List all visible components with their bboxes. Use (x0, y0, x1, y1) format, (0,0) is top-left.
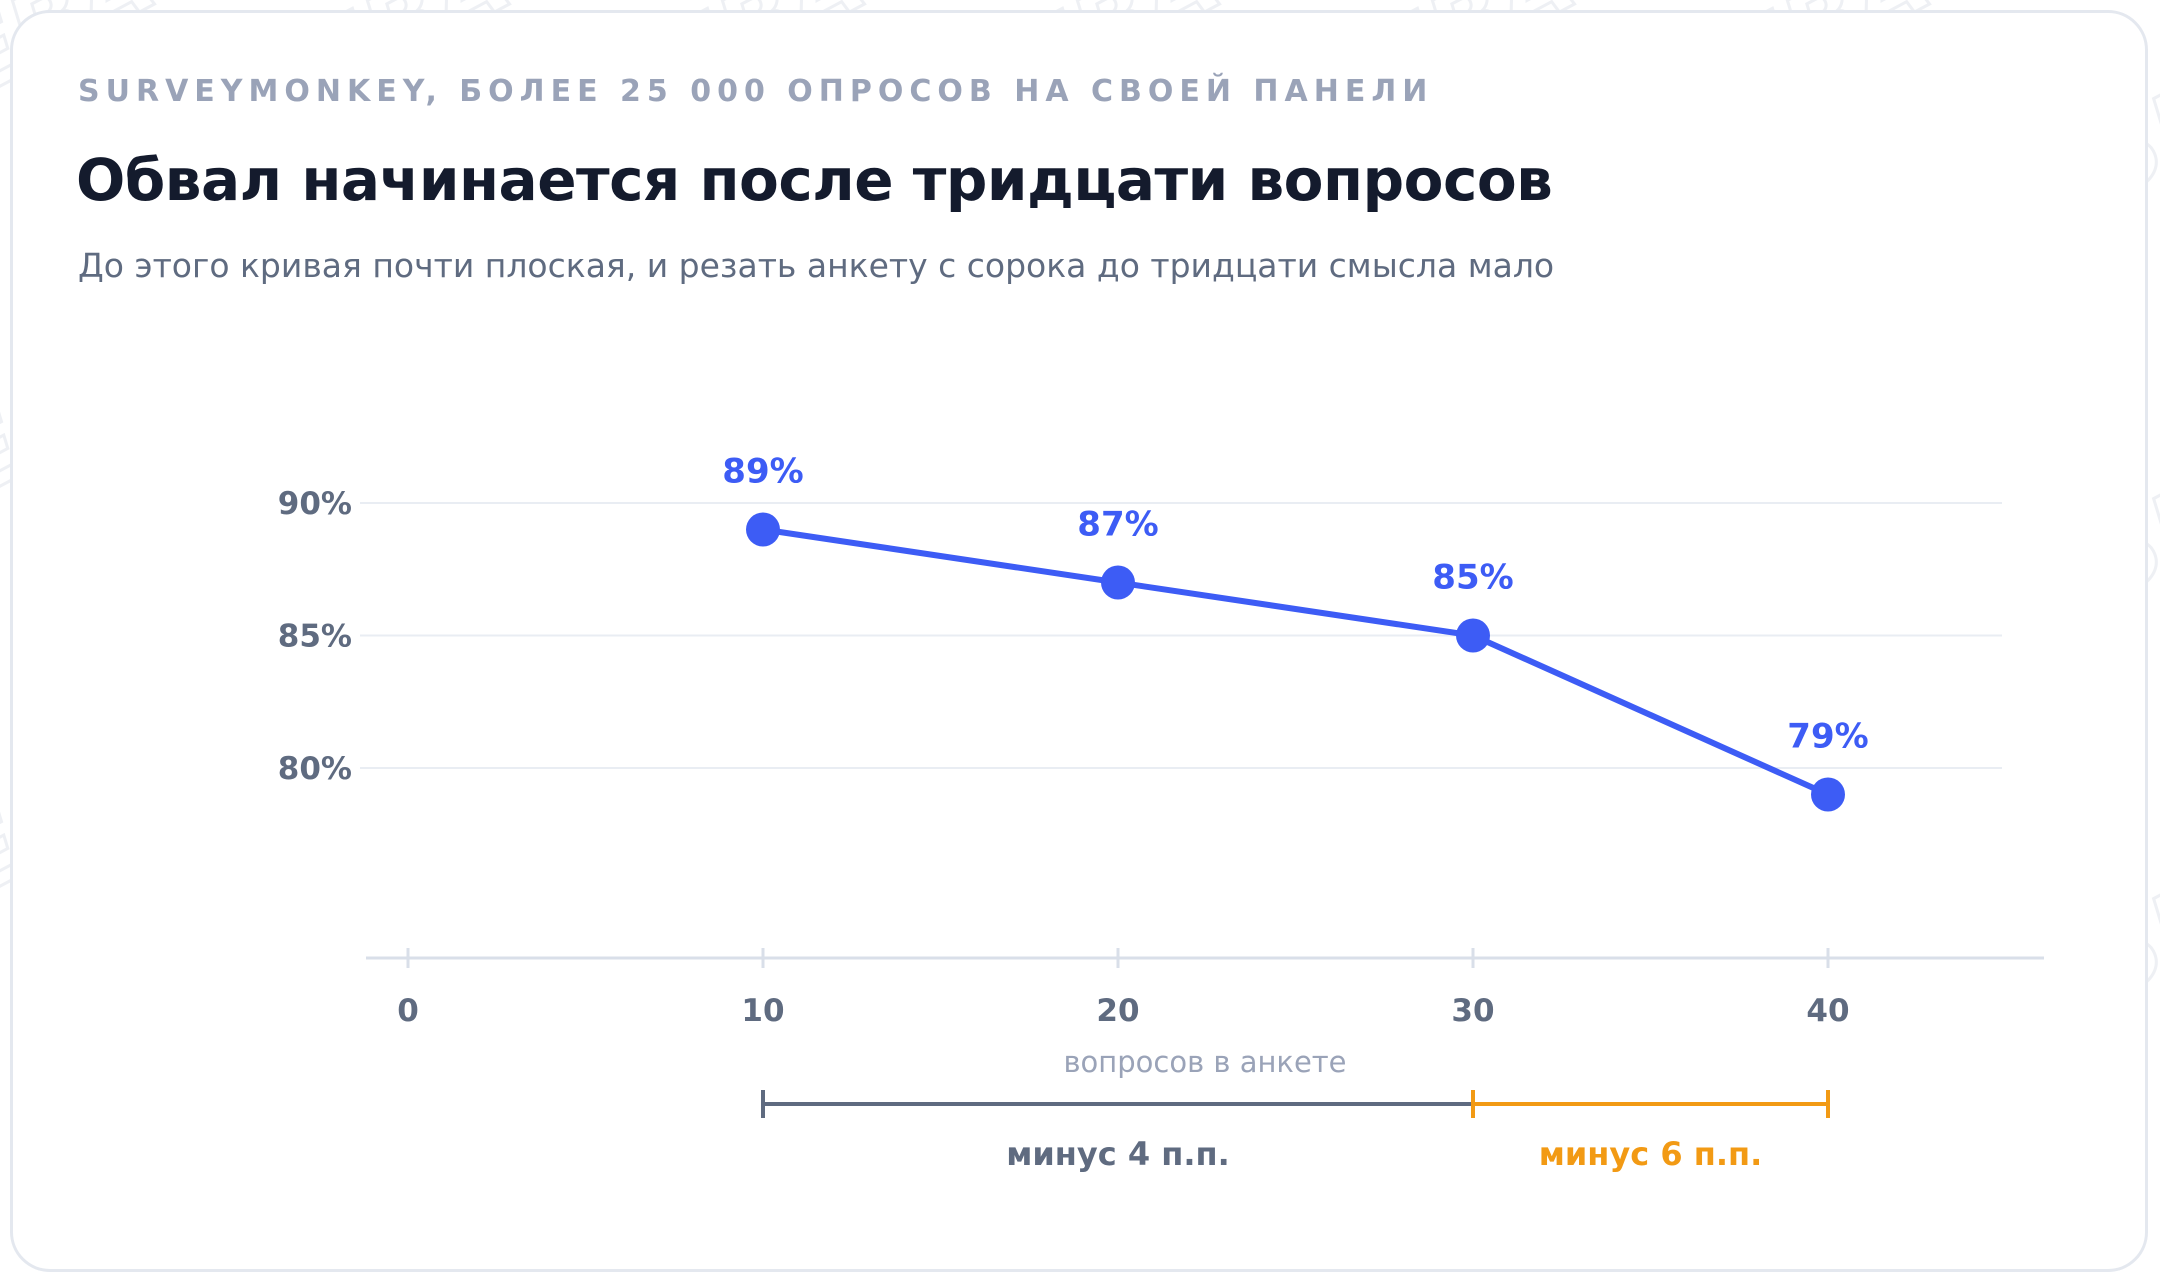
y-tick-label: 90% (278, 486, 352, 522)
data-label: 87% (1077, 505, 1158, 545)
x-tick-label: 10 (741, 993, 784, 1029)
x-tick-label: 0 (397, 993, 419, 1029)
data-label: 85% (1432, 558, 1513, 598)
series-line: 89% 87% 85% 79% (722, 452, 1869, 812)
x-tick-label: 30 (1451, 993, 1494, 1029)
range-label: минус 6 п.п. (1539, 1135, 1763, 1173)
y-tick-labels: 90% 85% 80% (278, 486, 352, 787)
x-axis-label: вопросов в анкете (1063, 1045, 1346, 1079)
chart-subtitle: До этого кривая почти плоская, и резать … (78, 246, 1555, 285)
series-polyline (760, 526, 1831, 798)
data-point (746, 512, 780, 547)
grid-lines (360, 502, 2002, 769)
x-tick-label: 20 (1096, 993, 1139, 1029)
range-label: минус 4 п.п. (1006, 1135, 1230, 1173)
x-tick-label: 40 (1806, 993, 1849, 1029)
x-axis (366, 948, 2044, 968)
x-tick-labels: 0 10 20 30 40 (397, 993, 1849, 1029)
data-point (1811, 777, 1845, 812)
data-label: 79% (1787, 717, 1868, 757)
chart-title: Обвал начинается после тридцати вопросов (76, 146, 1553, 214)
y-tick-label: 85% (278, 619, 352, 655)
data-label: 89% (722, 452, 803, 492)
chart-card (10, 10, 2148, 1272)
source-kicker: SURVEYMONKEY, БОЛЕЕ 25 000 ОПРОСОВ НА СВ… (78, 74, 1434, 109)
y-tick-label: 80% (278, 751, 352, 787)
data-point (1101, 565, 1135, 600)
range-annotations: минус 4 п.п. минус 6 п.п. (761, 1090, 1830, 1173)
data-point (1456, 618, 1490, 653)
